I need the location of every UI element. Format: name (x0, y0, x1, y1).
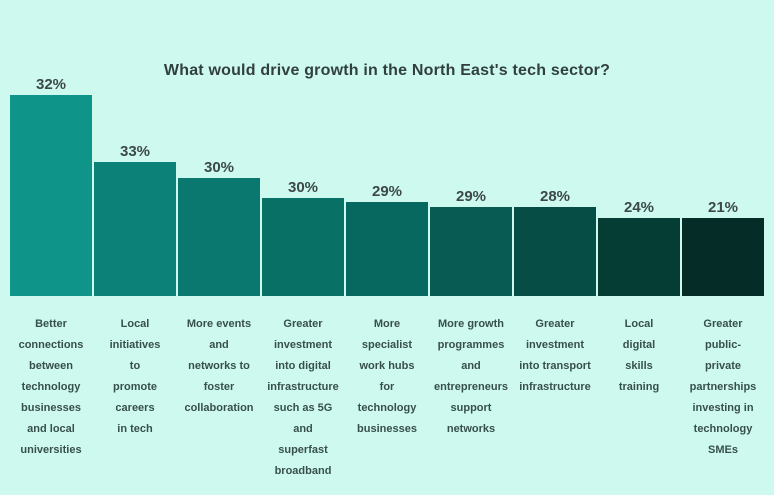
category-label-cell: Greater investment into transport infras… (513, 314, 597, 482)
bar-value-label: 30% (287, 179, 319, 196)
category-label-cell: Better connections between technology bu… (9, 314, 93, 482)
category-label-text: More events and networks to foster colla… (184, 318, 254, 414)
bar (178, 178, 260, 296)
category-label-text: Local initiatives to promote careers in … (109, 318, 161, 435)
bar (682, 218, 764, 296)
category-label-text: More specialist work hubs for technology… (357, 318, 417, 435)
plot-area: 32% 33% 30% 30% 29% 29% 28% 24% 21% (10, 76, 764, 296)
category-label-text: Greater investment into digital infrastr… (267, 318, 339, 477)
chart-title: What would drive growth in the North Eas… (163, 62, 611, 79)
category-label-cell: More growth programmes and entrepreneurs… (429, 314, 513, 482)
category-label-text: Greater public- private partnerships inv… (689, 318, 757, 456)
category-label-text: More growth programmes and entrepreneurs… (434, 318, 508, 435)
bar (94, 162, 176, 296)
bar-value-label: 33% (119, 143, 151, 160)
category-labels: Better connections between technology bu… (9, 314, 765, 482)
category-label-cell: Local initiatives to promote careers in … (93, 314, 177, 482)
category-label-cell: Greater public- private partnerships inv… (681, 314, 765, 482)
category-label-text: Better connections between technology bu… (18, 318, 84, 456)
bar (10, 95, 92, 296)
category-label-text: Greater investment into transport infras… (519, 318, 591, 393)
bar-value-label: 21% (707, 199, 739, 216)
bar-value-label: 24% (623, 199, 655, 216)
bar-value-label: 29% (455, 188, 487, 205)
bar-value-label: 28% (539, 188, 571, 205)
category-label-cell: Local digital skills training (597, 314, 681, 482)
bar (514, 207, 596, 296)
bar (262, 198, 344, 296)
bar-value-label: 30% (203, 159, 235, 176)
bar-value-label: 32% (35, 76, 67, 93)
bar (346, 202, 428, 296)
bar (430, 207, 512, 296)
bar (598, 218, 680, 296)
category-label-text: Local digital skills training (618, 318, 660, 393)
category-label-cell: More specialist work hubs for technology… (345, 314, 429, 482)
category-label-cell: Greater investment into digital infrastr… (261, 314, 345, 482)
bar-value-label: 29% (371, 183, 403, 200)
category-label-cell: More events and networks to foster colla… (177, 314, 261, 482)
